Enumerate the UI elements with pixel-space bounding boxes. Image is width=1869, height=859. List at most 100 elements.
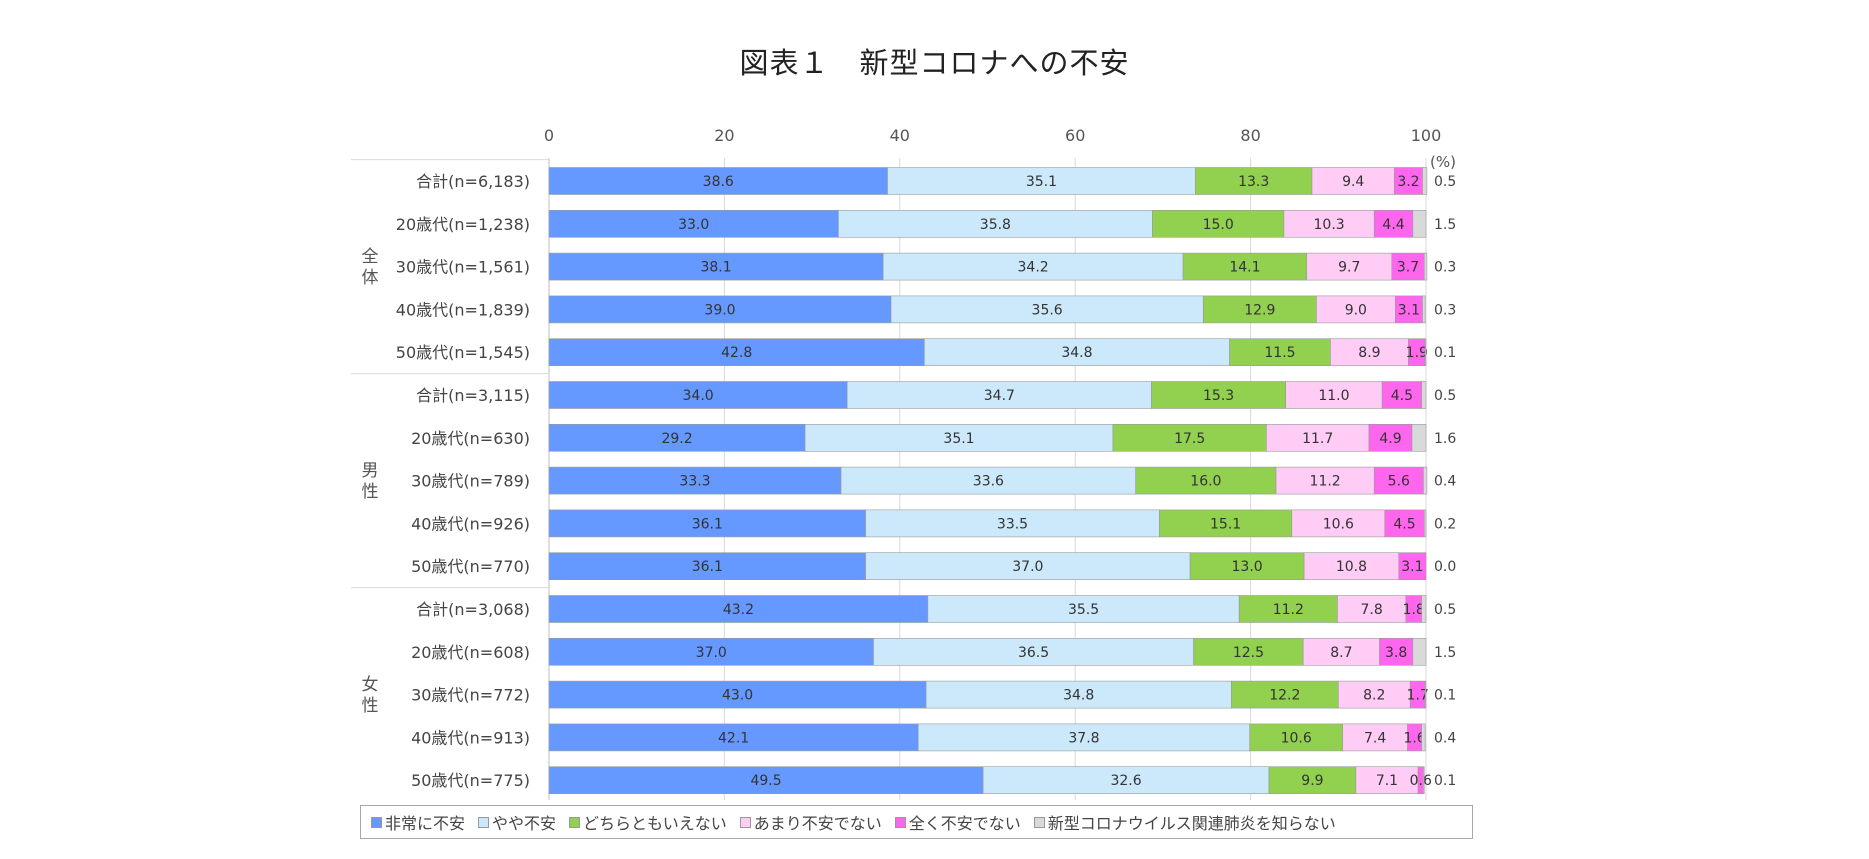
chart-title: 図表１ 新型コロナへの不安: [739, 46, 1130, 80]
data-label: 1.6: [1434, 431, 1456, 447]
data-label: 12.5: [1233, 645, 1264, 661]
row-label: 50歳代(n=775): [411, 771, 530, 790]
data-label: 10.6: [1323, 516, 1354, 532]
legend-swatch: [739, 816, 751, 828]
data-label: 33.6: [973, 474, 1004, 490]
data-label: 1.8: [1403, 602, 1425, 618]
bar-segment: [1368, 423, 1413, 452]
bar-segment: [1316, 295, 1396, 324]
data-label: 35.8: [980, 217, 1011, 233]
bar-segment: [548, 552, 866, 581]
bar-segment: [1423, 466, 1428, 495]
bar-segment: [1189, 552, 1305, 581]
bar-segment: [982, 766, 1270, 795]
bar-segment: [917, 723, 1251, 752]
bar-segment: [1394, 167, 1423, 195]
data-label: 15.1: [1210, 516, 1241, 532]
data-label: 34.7: [984, 388, 1015, 404]
data-label: 36.1: [692, 559, 723, 575]
data-label: 3.2: [1397, 174, 1419, 190]
bar-segment: [1412, 210, 1427, 238]
bar-segment: [890, 295, 1204, 324]
row-label: 50歳代(n=770): [411, 557, 530, 576]
bar-segment: [1423, 509, 1427, 538]
data-label: 4.4: [1382, 217, 1404, 233]
data-label: 42.8: [721, 345, 752, 361]
legend-item: 全く不安でない: [894, 810, 1021, 834]
row-label: 40歳代(n=1,839): [396, 300, 530, 319]
data-label: 11.0: [1318, 388, 1349, 404]
bar-segment: [1412, 637, 1427, 666]
row-label: 20歳代(n=608): [411, 643, 530, 662]
data-label: 0.0: [1434, 559, 1456, 575]
bar-segment: [1151, 381, 1286, 409]
bar-segment: [1391, 252, 1425, 281]
data-label: 9.0: [1345, 302, 1367, 318]
bar-segment: [1422, 295, 1426, 324]
data-label: 33.3: [679, 474, 710, 490]
bar-segment: [1306, 252, 1393, 281]
bar-segment: [1311, 167, 1395, 195]
data-label: 34.8: [1063, 688, 1094, 704]
legend-label: 非常に不安: [385, 814, 466, 833]
bar-segment: [1266, 423, 1370, 452]
data-label: 36.5: [1018, 645, 1049, 661]
bar-segment: [865, 509, 1160, 538]
data-label: 10.6: [1281, 730, 1312, 746]
data-label: 3.8: [1385, 645, 1407, 661]
data-label: 37.0: [1012, 559, 1043, 575]
row-label: 20歳代(n=630): [411, 429, 530, 448]
bar-segment: [1395, 295, 1423, 324]
data-label: 10.8: [1336, 559, 1367, 575]
data-label: 12.9: [1244, 302, 1275, 318]
data-label: 4.9: [1379, 431, 1401, 447]
data-label: 4.5: [1393, 516, 1415, 532]
group-label: 女: [362, 675, 379, 695]
bar-segment: [1423, 252, 1428, 281]
x-tick-label: 20: [714, 126, 734, 145]
data-label: 1.9: [1406, 345, 1428, 361]
legend-label: やや不安: [492, 814, 557, 833]
bar-segment: [1355, 766, 1419, 795]
bar-segment: [548, 680, 927, 709]
bar-segment: [1285, 381, 1383, 409]
bar-segment: [1423, 766, 1425, 795]
data-label: 0.5: [1434, 602, 1456, 618]
data-label: 35.5: [1068, 602, 1099, 618]
x-tick-label: 100: [1411, 126, 1442, 145]
bar-segment: [548, 509, 866, 538]
data-label: 37.8: [1068, 730, 1099, 746]
bar-segment: [548, 210, 839, 238]
data-label: 35.1: [1026, 174, 1057, 190]
row-label: 50歳代(n=1,545): [396, 343, 530, 362]
data-label: 8.9: [1358, 345, 1380, 361]
bar-segment: [1231, 680, 1339, 709]
bar-segment: [1193, 637, 1304, 666]
data-label: 1.5: [1434, 645, 1456, 661]
bar-segment: [1422, 167, 1428, 195]
bar-segment: [840, 466, 1137, 495]
bar-segment: [1421, 595, 1427, 623]
legend-item: あまり不安でない: [739, 810, 882, 834]
row-label: 40歳代(n=926): [411, 514, 530, 533]
bar-segment: [1379, 637, 1414, 666]
data-label: 3.7: [1397, 260, 1419, 276]
data-label: 34.2: [1018, 260, 1049, 276]
data-label: 35.1: [943, 431, 974, 447]
legend-swatch: [569, 816, 581, 828]
bar-segment: [1424, 680, 1427, 709]
data-label: 0.2: [1434, 516, 1456, 532]
row-label: 合計(n=3,115): [416, 386, 530, 405]
data-label: 34.0: [683, 388, 714, 404]
x-tick-label: 0: [544, 126, 554, 145]
bar-segment: [1330, 338, 1409, 367]
data-label: 0.5: [1434, 388, 1456, 404]
bar-segment: [1238, 595, 1338, 623]
bar-segment: [548, 295, 892, 324]
bar-segment: [1421, 381, 1427, 409]
data-label: 7.1: [1376, 773, 1398, 789]
data-label: 7.8: [1360, 602, 1382, 618]
row-label: 合計(n=6,183): [416, 172, 530, 191]
data-label: 43.2: [723, 602, 754, 618]
bar-segment: [1112, 423, 1267, 452]
